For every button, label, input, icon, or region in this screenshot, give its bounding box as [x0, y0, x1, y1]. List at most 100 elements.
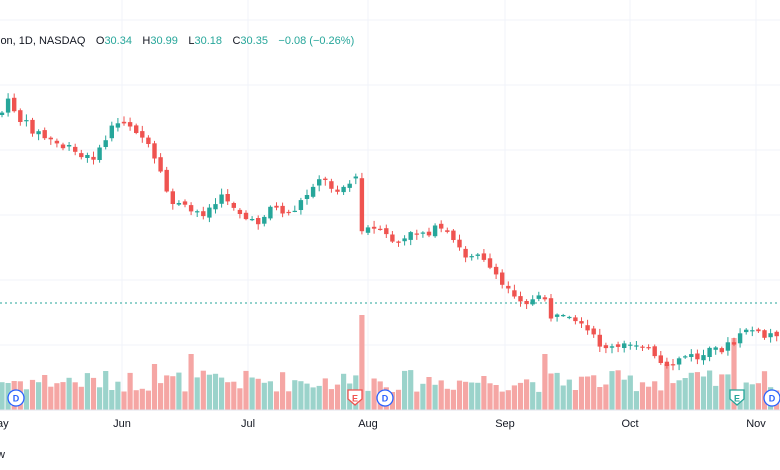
- volume-bar: [548, 373, 554, 410]
- candle-body: [347, 183, 352, 188]
- volume-bar: [151, 364, 158, 410]
- volume-bar: [292, 380, 298, 410]
- volume-bar: [310, 387, 316, 410]
- volume-bar: [54, 383, 60, 410]
- candle-body: [188, 205, 194, 212]
- volume-bar: [359, 315, 365, 410]
- event-label: D: [382, 394, 389, 404]
- candle-body: [664, 361, 670, 366]
- volume-bar: [578, 376, 585, 410]
- earnings-marker[interactable]: E: [347, 389, 363, 406]
- candle-body: [475, 254, 480, 256]
- candle-body: [390, 234, 395, 242]
- candle-body: [701, 355, 706, 361]
- candle-body: [225, 194, 230, 202]
- volume-bar: [426, 377, 432, 410]
- candle-body: [262, 216, 267, 224]
- volume-bar: [371, 378, 377, 410]
- volume-bar: [78, 386, 84, 410]
- dividend-marker[interactable]: D: [7, 389, 25, 407]
- volume-bar: [261, 382, 267, 410]
- candle-body: [603, 345, 609, 349]
- event-label: D: [769, 394, 776, 404]
- candle-body: [658, 355, 663, 363]
- candle-body: [609, 346, 615, 348]
- candle-body: [0, 112, 5, 115]
- volume-bar: [127, 372, 133, 410]
- volume-bar: [475, 382, 481, 410]
- volume-bar: [603, 384, 609, 410]
- volume-bar: [243, 370, 249, 410]
- volume-bar: [194, 377, 200, 410]
- dividend-marker[interactable]: D: [376, 389, 394, 407]
- candle-body: [158, 157, 163, 172]
- candle-body: [48, 137, 53, 140]
- event-label: E: [734, 394, 740, 404]
- candle-body: [54, 140, 60, 144]
- volume-bar: [694, 372, 700, 410]
- volume-bar: [60, 382, 66, 410]
- candle-body: [103, 140, 108, 147]
- volume-bar: [609, 371, 615, 410]
- candle-body: [292, 210, 297, 212]
- volume-bar: [505, 390, 511, 410]
- volume-bar: [133, 390, 139, 410]
- volume-bar: [420, 383, 426, 410]
- volume-bar: [463, 381, 469, 410]
- candle-body: [457, 239, 462, 248]
- volume-bar: [676, 380, 682, 410]
- volume-bar: [66, 377, 72, 410]
- volume-bar: [591, 375, 597, 410]
- candle-body: [725, 342, 731, 351]
- candle-body: [640, 346, 645, 348]
- candle-body: [341, 186, 346, 193]
- candle-body: [420, 232, 426, 234]
- candle-body: [256, 218, 261, 225]
- open-label: O: [96, 35, 105, 47]
- candle-body: [12, 97, 17, 112]
- volume-bar: [212, 373, 219, 410]
- volume-bar: [664, 364, 670, 410]
- month-label-sep: Sep: [495, 418, 515, 430]
- candle-body: [170, 191, 175, 204]
- candle-body: [335, 189, 340, 192]
- volume-bar: [42, 375, 48, 410]
- event-label: D: [13, 394, 20, 404]
- volume-bar: [121, 391, 127, 410]
- volume-bar: [633, 391, 639, 410]
- candle-body: [774, 331, 779, 337]
- volume-bar: [219, 377, 225, 410]
- candle-body: [451, 230, 456, 240]
- candle-body: [207, 207, 212, 218]
- volume-bar: [23, 389, 29, 410]
- candle-body: [628, 344, 633, 346]
- candle-body: [152, 143, 157, 159]
- earnings-marker[interactable]: E: [729, 389, 745, 406]
- candle-body: [512, 290, 517, 297]
- volume-bar: [225, 382, 231, 410]
- candle-body: [30, 119, 35, 134]
- candle-body: [24, 120, 29, 122]
- volume-bar: [755, 383, 761, 410]
- dividend-marker[interactable]: D: [763, 389, 780, 407]
- volume-bar: [231, 381, 237, 410]
- volume-bar: [90, 377, 97, 410]
- volume-bar: [444, 388, 450, 410]
- low-value: 30.18: [194, 35, 222, 47]
- volume-bar: [334, 384, 341, 410]
- volume-bar: [499, 391, 505, 410]
- time-axis[interactable]: ay Jun Jul Aug Sep Oct Nov: [0, 418, 766, 430]
- volume-bar: [615, 370, 621, 410]
- bottom-toolbar-fragment[interactable]: w: [0, 449, 5, 461]
- volume-bar: [255, 378, 261, 410]
- candle-body: [365, 227, 371, 233]
- volume-bar: [200, 370, 206, 410]
- candle-body: [231, 203, 236, 208]
- volume-bar: [652, 381, 658, 410]
- candle-body: [554, 314, 560, 317]
- candle-body: [634, 345, 639, 347]
- candle-body: [280, 205, 285, 214]
- volume-bar: [761, 371, 768, 410]
